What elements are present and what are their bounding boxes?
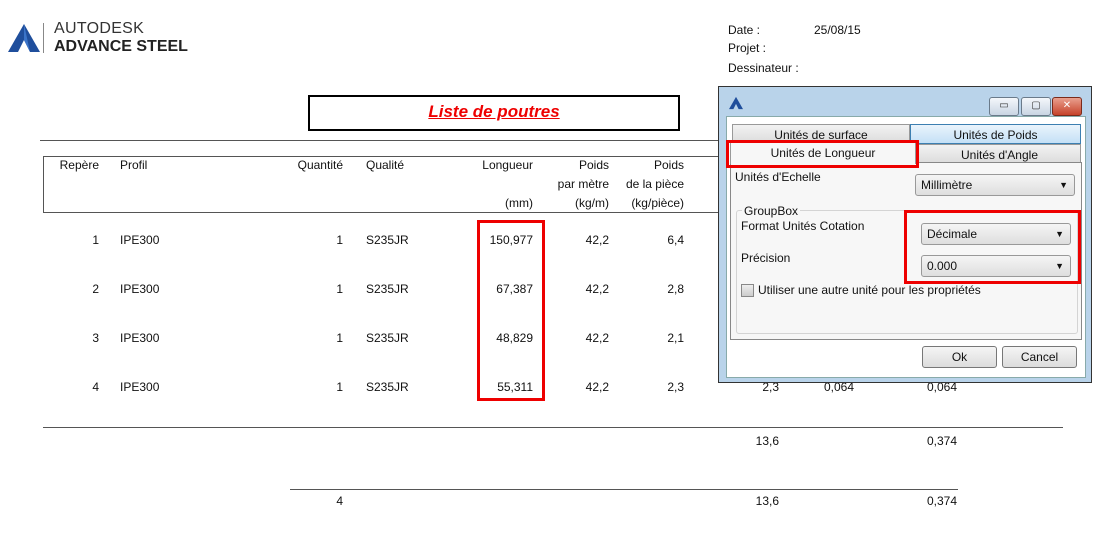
- cell-qualite: S235JR: [366, 380, 409, 394]
- cell-poids_m: 42,2: [585, 282, 609, 296]
- cell-profil: IPE300: [120, 331, 160, 345]
- col-qualite: Qualité: [366, 158, 405, 172]
- cell-quantite: 1: [336, 233, 343, 247]
- col-poids-piece-2: de la pièce: [625, 177, 684, 191]
- cell-extra3: 0,064: [926, 380, 957, 394]
- projet-label: Projet :: [728, 41, 767, 55]
- col-longueur-unit: (mm): [505, 196, 533, 210]
- cell-poids_p: 2,8: [667, 282, 684, 296]
- logo-text-advance-steel: ADVANCE STEEL: [54, 38, 188, 55]
- header-left-border: [43, 156, 44, 213]
- col-profil: Profil: [120, 158, 148, 172]
- cell-profil: IPE300: [120, 233, 160, 247]
- col-poids-metre-2: par mètre: [557, 177, 609, 191]
- cell-poids_p: 6,4: [667, 233, 684, 247]
- header-bottom-line: [43, 212, 723, 213]
- dessinateur-label: Dessinateur :: [728, 61, 799, 75]
- cell-qualite: S235JR: [366, 282, 409, 296]
- date-label: Date :: [728, 23, 761, 37]
- longueur-highlight: [477, 220, 545, 401]
- echelle-value: Millimètre: [921, 178, 973, 192]
- echelle-label: Unités d'Echelle: [735, 170, 821, 184]
- tab-highlight: [726, 140, 919, 168]
- app-icon: [729, 96, 743, 110]
- total-line: [290, 489, 958, 490]
- autodesk-logo-icon: [8, 24, 40, 52]
- precision-select[interactable]: 0.000 ▼: [921, 255, 1071, 277]
- tab-unites-angle[interactable]: Unités d'Angle: [918, 144, 1081, 164]
- cell-longueur: 55,311: [497, 380, 533, 394]
- subtotal-surface: 0,374: [926, 434, 957, 448]
- tab-unites-longueur[interactable]: Unités de Longueur: [730, 142, 916, 164]
- subtotal-poids: 13,6: [755, 434, 779, 448]
- cancel-button[interactable]: Cancel: [1002, 346, 1077, 368]
- report-title: Liste de poutres: [428, 102, 560, 121]
- date-value: 25/08/15: [814, 23, 861, 37]
- divider: [40, 140, 720, 141]
- cell-longueur: 67,387: [496, 282, 533, 296]
- col-poids-metre-unit: (kg/m): [575, 196, 609, 210]
- report-title-box: Liste de poutres: [308, 95, 680, 131]
- echelle-select[interactable]: Millimètre ▼: [915, 174, 1075, 196]
- cell-profil: IPE300: [120, 282, 160, 296]
- maximize-button[interactable]: ▢: [1021, 97, 1051, 116]
- tab-unites-poids[interactable]: Unités de Poids: [910, 124, 1081, 144]
- total-quantite: 4: [336, 494, 343, 508]
- cell-poids_m: 42,2: [585, 331, 609, 345]
- total-surface: 0,374: [926, 494, 957, 508]
- cell-repere: 3: [92, 331, 99, 345]
- cell-extra2: 0,064: [823, 380, 854, 394]
- chevron-down-icon: ▼: [1059, 180, 1068, 190]
- cell-quantite: 1: [336, 380, 343, 394]
- col-quantite: Quantité: [297, 158, 343, 172]
- cell-poids_p: 2,1: [667, 331, 684, 345]
- cell-repere: 2: [92, 282, 99, 296]
- alt-unit-checkbox[interactable]: [741, 284, 754, 297]
- format-label: Format Unités Cotation: [741, 219, 865, 233]
- ok-button[interactable]: Ok: [922, 346, 997, 368]
- cell-longueur: 48,829: [496, 331, 533, 345]
- groupbox-label: GroupBox: [742, 204, 801, 218]
- precision-value: 0.000: [927, 259, 958, 273]
- alt-unit-label: Utiliser une autre unité pour les propri…: [758, 283, 981, 297]
- col-poids-piece: Poids: [653, 158, 684, 172]
- logo-text-autodesk: AUTODESK: [54, 20, 145, 37]
- header-top-line: [43, 156, 723, 157]
- cell-extra1: 2,3: [762, 380, 779, 394]
- total-poids: 13,6: [755, 494, 779, 508]
- cell-poids_m: 42,2: [585, 233, 609, 247]
- subtotal-line: [43, 427, 1063, 428]
- minimize-button[interactable]: ▭: [989, 97, 1019, 116]
- cell-repere: 4: [92, 380, 99, 394]
- logo-separator: [43, 23, 44, 53]
- cell-qualite: S235JR: [366, 233, 409, 247]
- cell-quantite: 1: [336, 282, 343, 296]
- precision-label: Précision: [741, 251, 791, 265]
- col-poids-piece-unit: (kg/pièce): [631, 196, 684, 210]
- format-value: Décimale: [927, 227, 978, 241]
- col-poids-metre: Poids: [578, 158, 609, 172]
- close-button[interactable]: ✕: [1052, 97, 1082, 116]
- cell-profil: IPE300: [120, 380, 160, 394]
- col-longueur: Longueur: [482, 158, 533, 172]
- cell-poids_m: 42,2: [585, 380, 609, 394]
- cell-longueur: 150,977: [489, 233, 533, 247]
- chevron-down-icon: ▼: [1055, 229, 1064, 239]
- cell-quantite: 1: [336, 331, 343, 345]
- format-highlight: [904, 210, 1081, 284]
- format-select[interactable]: Décimale ▼: [921, 223, 1071, 245]
- col-repere: Repère: [59, 158, 99, 172]
- chevron-down-icon: ▼: [1055, 261, 1064, 271]
- cell-poids_p: 2,3: [667, 380, 684, 394]
- cell-qualite: S235JR: [366, 331, 409, 345]
- cell-repere: 1: [92, 233, 99, 247]
